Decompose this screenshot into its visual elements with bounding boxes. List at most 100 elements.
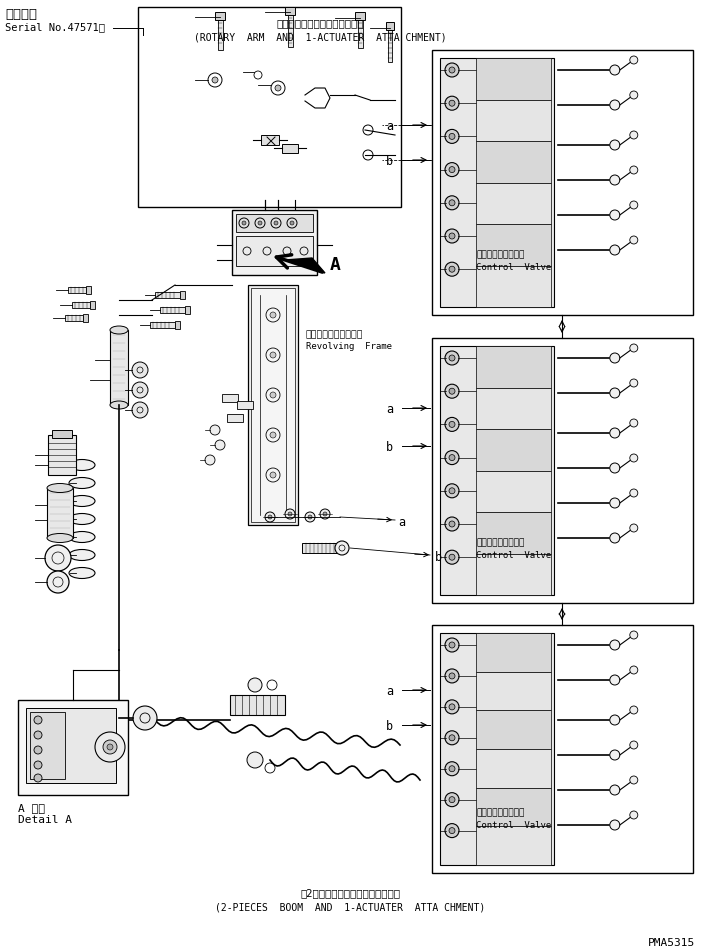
Bar <box>150 322 175 328</box>
Text: a: a <box>398 516 405 529</box>
Circle shape <box>629 666 638 674</box>
Circle shape <box>103 740 117 754</box>
Circle shape <box>248 678 262 692</box>
Ellipse shape <box>47 533 73 543</box>
Circle shape <box>275 85 281 91</box>
Text: レボルビングフレーム: レボルビングフレーム <box>306 330 364 339</box>
Circle shape <box>610 750 620 760</box>
Circle shape <box>629 454 638 462</box>
Circle shape <box>629 706 638 714</box>
Bar <box>90 301 95 309</box>
Circle shape <box>610 675 620 685</box>
Circle shape <box>34 716 42 724</box>
Circle shape <box>445 351 459 365</box>
Circle shape <box>107 744 113 750</box>
Bar <box>477 224 550 266</box>
Bar <box>477 141 550 183</box>
Bar <box>227 414 243 422</box>
Polygon shape <box>285 258 325 273</box>
Text: a: a <box>386 685 393 698</box>
Bar <box>30 712 65 779</box>
Circle shape <box>320 509 330 519</box>
Bar <box>282 144 298 153</box>
Circle shape <box>629 776 638 784</box>
Text: Detail A: Detail A <box>18 815 72 825</box>
Bar <box>155 292 180 298</box>
Bar <box>386 22 394 30</box>
Circle shape <box>610 463 620 473</box>
Circle shape <box>212 77 218 83</box>
Circle shape <box>449 521 455 527</box>
Circle shape <box>610 353 620 363</box>
Bar <box>47 488 73 538</box>
Ellipse shape <box>69 567 95 579</box>
Circle shape <box>610 640 620 650</box>
Ellipse shape <box>69 478 95 488</box>
Circle shape <box>445 163 459 177</box>
Circle shape <box>445 517 459 531</box>
Circle shape <box>449 455 455 461</box>
Text: PMA5315: PMA5315 <box>648 938 695 948</box>
Circle shape <box>610 785 620 795</box>
Circle shape <box>265 512 275 522</box>
Text: Serial No.47571～: Serial No.47571～ <box>5 22 105 32</box>
Circle shape <box>445 669 459 683</box>
Text: Control  Valve: Control Valve <box>476 263 552 272</box>
Bar <box>440 633 554 865</box>
Bar <box>477 266 550 307</box>
Text: Revolving  Frame: Revolving Frame <box>306 342 392 351</box>
Ellipse shape <box>69 549 95 561</box>
Ellipse shape <box>69 495 95 506</box>
Circle shape <box>610 245 620 255</box>
Circle shape <box>610 498 620 508</box>
Bar <box>302 543 338 553</box>
Circle shape <box>268 515 272 519</box>
Circle shape <box>215 440 225 450</box>
Circle shape <box>445 229 459 243</box>
Bar <box>52 430 72 438</box>
Circle shape <box>629 91 638 99</box>
Bar <box>477 749 550 787</box>
Circle shape <box>449 388 455 394</box>
Circle shape <box>445 196 459 209</box>
Circle shape <box>610 175 620 185</box>
Bar <box>440 58 554 307</box>
Text: A 詳細: A 詳細 <box>18 803 45 813</box>
Circle shape <box>45 545 71 571</box>
Circle shape <box>629 56 638 64</box>
Circle shape <box>205 455 215 465</box>
Circle shape <box>270 352 276 358</box>
Bar <box>232 210 317 275</box>
Circle shape <box>610 715 620 725</box>
Text: Control  Valve: Control Valve <box>476 821 552 830</box>
Bar <box>440 346 554 595</box>
Circle shape <box>629 524 638 532</box>
Circle shape <box>629 419 638 427</box>
Ellipse shape <box>69 513 95 525</box>
Circle shape <box>449 200 455 206</box>
Bar <box>248 285 298 525</box>
Bar <box>477 672 550 710</box>
Circle shape <box>629 131 638 139</box>
Circle shape <box>132 362 148 378</box>
Circle shape <box>629 379 638 387</box>
Circle shape <box>449 100 455 107</box>
Circle shape <box>445 550 459 565</box>
Circle shape <box>445 262 459 276</box>
Bar <box>261 135 279 145</box>
Bar <box>230 695 285 715</box>
Circle shape <box>449 797 455 803</box>
Circle shape <box>629 489 638 497</box>
Circle shape <box>449 765 455 772</box>
Bar <box>110 330 128 405</box>
Circle shape <box>449 827 455 834</box>
Circle shape <box>610 820 620 830</box>
Bar <box>185 306 190 314</box>
Circle shape <box>34 774 42 782</box>
Text: b: b <box>386 720 393 733</box>
Text: （回転アーム及び１ＡＴＴ用）: （回転アーム及び１ＡＴＴ用） <box>276 18 364 28</box>
Text: b: b <box>386 155 393 168</box>
Circle shape <box>132 402 148 418</box>
Bar <box>477 387 550 429</box>
Circle shape <box>132 382 148 398</box>
